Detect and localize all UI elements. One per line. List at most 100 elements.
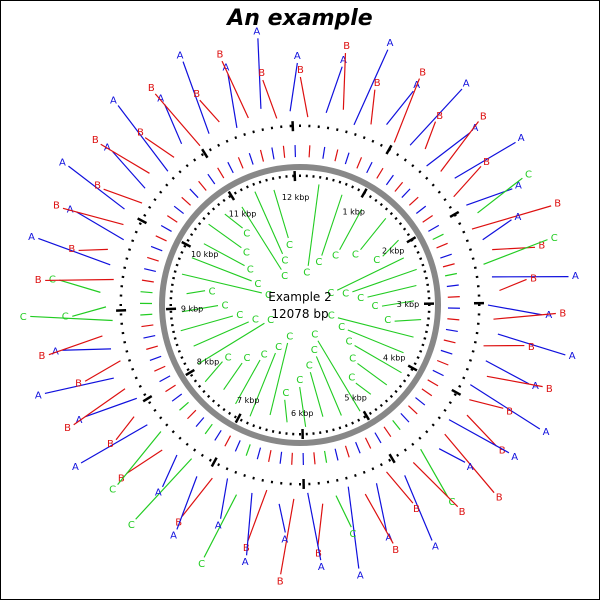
outer-feature-label: A <box>157 94 164 105</box>
band-feature-mark <box>421 388 433 397</box>
inner-feature-line <box>315 356 342 416</box>
inner-feature-line <box>354 345 402 374</box>
band-feature-mark <box>374 432 382 444</box>
inner-feature-label: C <box>265 290 272 301</box>
inner-minor-tick <box>351 185 354 189</box>
band-feature-mark <box>259 149 265 162</box>
outer-minor-tick <box>336 128 339 132</box>
outer-minor-tick <box>134 376 138 380</box>
inner-minor-tick <box>172 330 176 334</box>
outer-feature-label: A <box>463 78 470 89</box>
band-feature-mark <box>224 435 232 447</box>
band-feature-mark <box>444 272 457 277</box>
outer-feature-layer: BABABABABABABACBABCABABABABABBABACBABABA… <box>20 26 579 587</box>
inner-minor-tick <box>389 212 393 216</box>
inner-minor-tick <box>384 207 389 211</box>
inner-feature-label: C <box>342 289 349 300</box>
inner-minor-tick <box>190 233 194 237</box>
band-feature-mark <box>214 429 222 441</box>
outer-feature-label: B <box>297 65 304 76</box>
outer-feature-line <box>85 397 137 418</box>
outer-feature-label: B <box>506 406 513 417</box>
inner-feature-label: C <box>373 255 380 266</box>
band-feature-mark <box>248 153 254 165</box>
inner-major-tick <box>362 410 371 421</box>
band-feature-mark <box>322 146 326 159</box>
tick-label: 10 kbp <box>191 250 219 259</box>
outer-feature-line <box>115 416 135 441</box>
outer-feature-label: A <box>518 133 525 144</box>
outer-minor-tick <box>159 416 163 420</box>
inner-minor-tick <box>332 428 335 432</box>
inner-minor-tick <box>180 356 184 359</box>
inner-feature-label: C <box>252 315 259 326</box>
outer-feature-line <box>262 79 278 119</box>
outer-feature-line <box>424 121 437 150</box>
outer-minor-tick <box>125 257 129 260</box>
outer-minor-tick <box>243 473 246 477</box>
outer-feature-line <box>117 105 169 172</box>
outer-feature-label: B <box>343 41 350 52</box>
inner-feature-label: C <box>247 265 254 276</box>
inner-minor-tick <box>398 384 403 388</box>
inner-feature-line <box>269 342 289 416</box>
inner-feature-line <box>235 359 261 405</box>
inner-minor-tick <box>172 276 176 280</box>
outer-feature-line <box>48 335 103 356</box>
outer-minor-tick <box>371 139 375 143</box>
outer-feature-label: A <box>294 51 301 62</box>
outer-feature-label: C <box>198 559 205 570</box>
band-feature-mark <box>445 328 458 333</box>
outer-feature-label: B <box>193 89 200 100</box>
band-feature-mark <box>446 284 459 288</box>
band-feature-mark <box>408 405 418 415</box>
outer-feature-line <box>62 348 112 351</box>
outer-minor-tick <box>465 239 469 243</box>
outer-minor-tick <box>403 158 407 162</box>
outer-minor-tick <box>345 476 348 480</box>
band-feature-mark <box>198 180 207 191</box>
tick-label: 7 kbp <box>237 396 259 405</box>
inner-feature-line <box>181 273 262 294</box>
inner-feature-label: C <box>222 300 229 311</box>
outer-minor-tick <box>411 164 415 168</box>
band-feature-mark <box>432 369 444 377</box>
band-feature-mark <box>187 409 197 420</box>
outer-feature-label: A <box>155 487 162 498</box>
outer-minor-tick <box>371 467 375 471</box>
outer-minor-tick <box>252 130 255 134</box>
inner-feature-line <box>309 372 324 417</box>
outer-minor-tick <box>128 359 132 362</box>
outer-minor-tick <box>171 430 175 434</box>
outer-feature-label: B <box>53 201 60 212</box>
outer-feature-label: C <box>128 520 135 531</box>
outer-minor-tick <box>193 448 197 452</box>
inner-minor-tick <box>406 373 410 377</box>
band-feature-mark <box>140 291 153 294</box>
band-feature-mark <box>376 167 384 179</box>
outer-feature-label: B <box>243 543 250 554</box>
inner-minor-tick <box>423 270 427 273</box>
outer-feature-line <box>78 248 108 252</box>
inner-feature-line <box>186 290 206 295</box>
band-feature-mark <box>440 253 452 259</box>
inner-feature-label: C <box>357 293 364 304</box>
inner-feature-label: C <box>244 353 251 364</box>
band-feature-mark <box>179 401 189 411</box>
outer-feature-line <box>412 462 459 508</box>
outer-feature-line <box>247 489 268 542</box>
sequence-length: 12078 bp <box>271 307 328 321</box>
inner-minor-tick <box>207 212 211 216</box>
inner-feature-line <box>355 382 372 395</box>
inner-feature-line <box>180 315 234 332</box>
outer-feature-label: C <box>525 170 532 181</box>
inner-major-tick <box>185 368 195 377</box>
outer-feature-label: B <box>538 241 545 252</box>
inner-minor-tick <box>416 356 420 359</box>
outer-feature-line <box>482 219 512 241</box>
outer-feature-label: B <box>374 78 381 89</box>
inner-minor-tick <box>211 207 216 211</box>
band-feature-mark <box>401 188 411 199</box>
inner-minor-tick <box>421 343 425 347</box>
outer-minor-tick <box>465 367 469 371</box>
